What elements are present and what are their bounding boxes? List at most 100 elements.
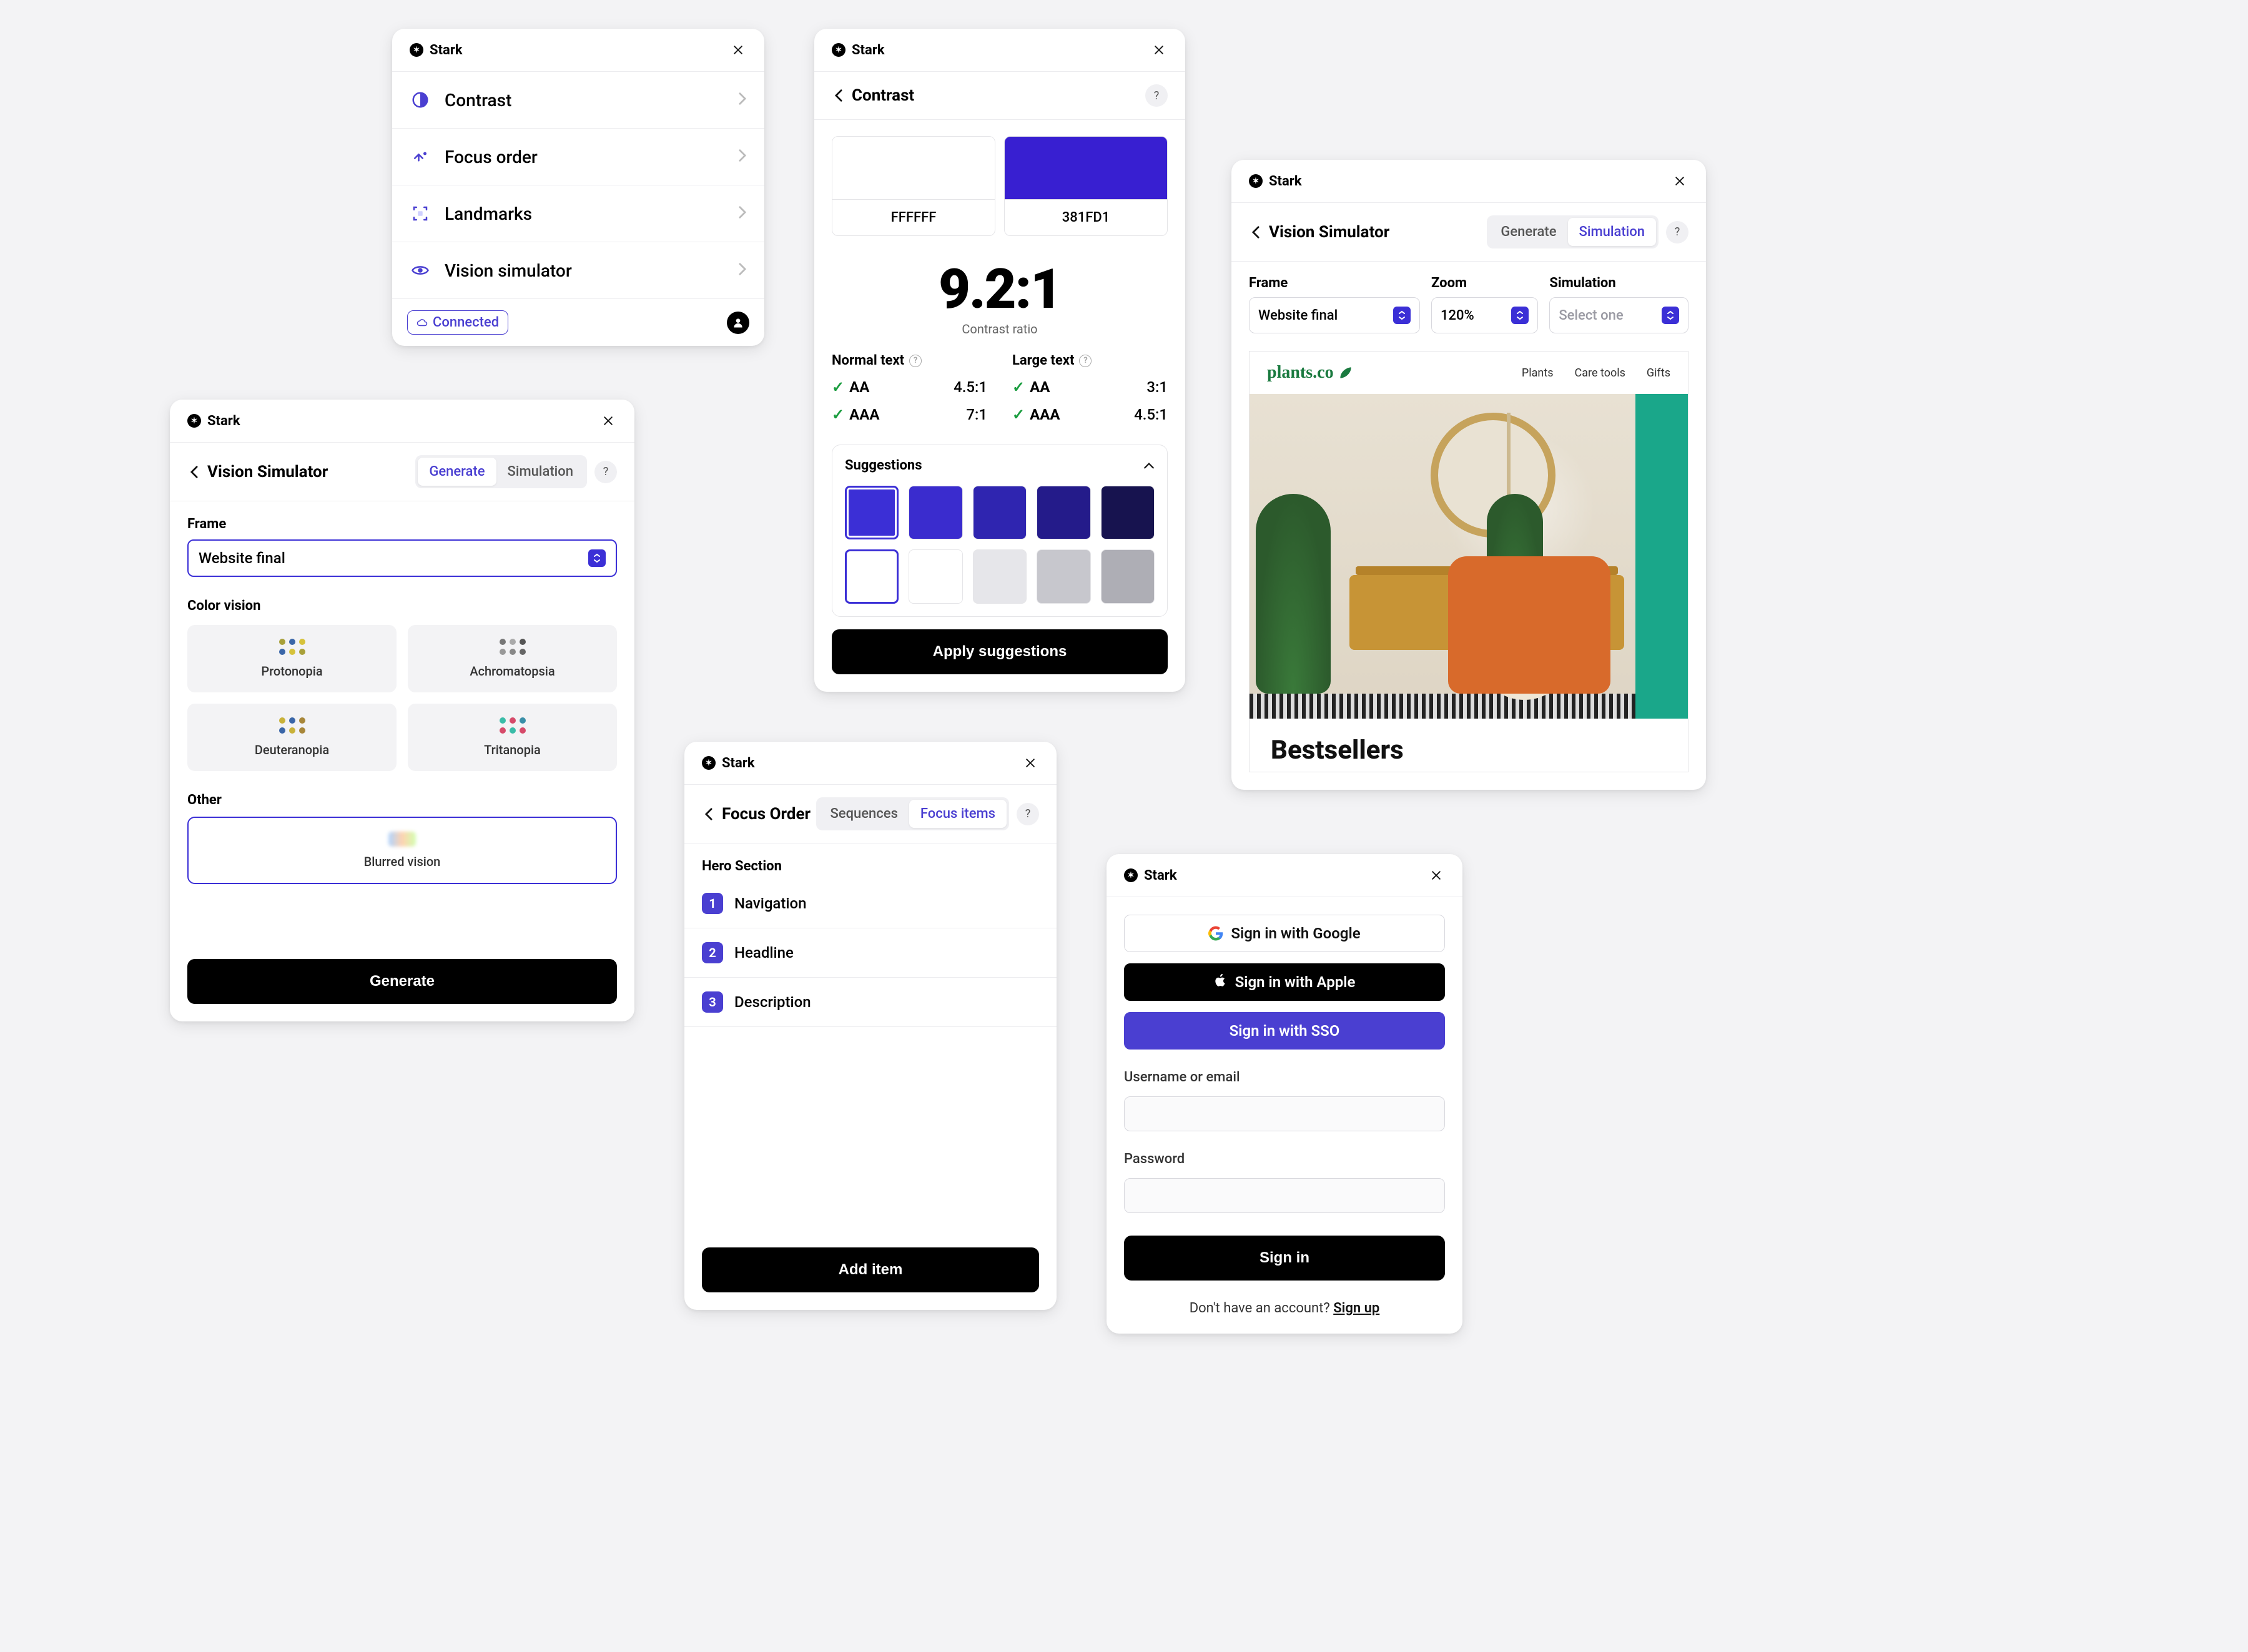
chevron-right-icon [738, 205, 747, 222]
signin-google-button[interactable]: Sign in with Google [1124, 915, 1445, 952]
focus-item-number: 2 [702, 942, 723, 963]
help-button[interactable]: ? [1145, 84, 1168, 107]
frame-select[interactable]: Website final [187, 539, 617, 577]
preview-nav-link[interactable]: Gifts [1647, 366, 1670, 380]
color-vision-option[interactable]: Tritanopia [408, 704, 617, 771]
background-swatch-hex: 381FD1 [1005, 199, 1167, 235]
tab-generate[interactable]: Generate [1489, 218, 1567, 246]
result-level: AA [849, 378, 869, 396]
focus-item-row[interactable]: 1 Navigation [684, 879, 1057, 928]
tab-focus-items[interactable]: Focus items [909, 800, 1007, 828]
focus-item-label: Description [734, 993, 811, 1011]
signin-sso-button[interactable]: Sign in with SSO [1124, 1012, 1445, 1050]
color-vision-label: Color vision [170, 598, 634, 614]
zoom-select[interactable]: 120% [1431, 297, 1538, 333]
suggestion-swatch[interactable] [845, 549, 899, 603]
panel-subheader: Vision Simulator Generate Simulation ? [170, 443, 634, 501]
result-row: ✓AAA 7:1 [832, 406, 987, 423]
help-icon[interactable]: ? [909, 355, 922, 367]
signin-button[interactable]: Sign in [1124, 1236, 1445, 1281]
close-icon [602, 415, 614, 427]
back-button[interactable] [1249, 225, 1263, 239]
stark-logo-icon: ✶ [832, 43, 845, 57]
stark-vision-result-panel: ✶ Stark Vision Simulator Generate Simula… [1231, 160, 1706, 790]
suggestion-swatch[interactable] [973, 486, 1027, 539]
result-level: AA [1030, 378, 1050, 396]
password-input[interactable] [1124, 1178, 1445, 1213]
suggestion-swatch[interactable] [845, 486, 899, 539]
suggestion-swatch[interactable] [973, 549, 1027, 603]
color-vision-option-label: Achromatopsia [470, 664, 555, 679]
other-label: Other [170, 792, 634, 808]
color-vision-option[interactable]: Protonopia [187, 625, 397, 692]
suggestions-header[interactable]: Suggestions [845, 458, 1155, 473]
account-avatar[interactable] [727, 312, 749, 334]
app-name: Stark [207, 413, 240, 429]
normal-text-column: Normal text? ✓AA 4.5:1 ✓AAA 7:1 [832, 353, 987, 423]
foreground-swatch[interactable]: FFFFFF [832, 136, 995, 236]
contrast-circle-icon [410, 89, 431, 111]
color-vision-option[interactable]: Deuteranopia [187, 704, 397, 771]
background-swatch[interactable]: 381FD1 [1004, 136, 1168, 236]
username-input[interactable] [1124, 1096, 1445, 1131]
preview-nav-link[interactable]: Plants [1522, 366, 1554, 380]
preview-nav-link[interactable]: Care tools [1575, 366, 1625, 380]
check-icon: ✓ [832, 378, 844, 396]
close-button[interactable] [599, 412, 617, 430]
suggestion-swatch[interactable] [1037, 549, 1090, 603]
check-icon: ✓ [1012, 378, 1025, 396]
simulation-select[interactable]: Select one [1549, 297, 1688, 333]
swatch-row: FFFFFF 381FD1 [814, 120, 1185, 236]
focus-item-row[interactable]: 2 Headline [684, 928, 1057, 978]
stark-signin-panel: ✶ Stark Sign in with Google Sign in with… [1107, 854, 1462, 1334]
suggestion-swatch[interactable] [1101, 486, 1155, 539]
blurred-vision-label: Blurred vision [364, 854, 441, 869]
menu-item-focus-order[interactable]: Focus order [392, 129, 764, 185]
add-item-button[interactable]: Add item [702, 1247, 1039, 1292]
menu-item-contrast[interactable]: Contrast [392, 72, 764, 129]
apply-suggestions-button[interactable]: Apply suggestions [832, 629, 1168, 674]
suggestion-swatch[interactable] [909, 486, 962, 539]
tab-sequences[interactable]: Sequences [819, 800, 909, 828]
help-button[interactable]: ? [1017, 803, 1039, 825]
suggestion-swatch[interactable] [1101, 549, 1155, 603]
generate-button[interactable]: Generate [187, 959, 617, 1004]
tab-simulation[interactable]: Simulation [1568, 218, 1656, 246]
stark-brand: ✶ Stark [832, 42, 885, 58]
help-icon[interactable]: ? [1079, 355, 1092, 367]
close-button[interactable] [729, 41, 747, 59]
menu-item-vision-simulator[interactable]: Vision simulator [392, 242, 764, 299]
close-icon [1153, 44, 1165, 56]
cloud-icon [417, 317, 428, 328]
back-button[interactable] [702, 807, 716, 821]
tab-simulation[interactable]: Simulation [496, 458, 584, 486]
help-button[interactable]: ? [594, 461, 617, 483]
color-vision-option[interactable]: Achromatopsia [408, 625, 617, 692]
tab-generate[interactable]: Generate [418, 458, 496, 486]
panel-subheader: Focus Order Sequences Focus items ? [684, 785, 1057, 843]
focus-item-row[interactable]: 3 Description [684, 978, 1057, 1027]
result-ratio: 4.5:1 [954, 378, 987, 396]
focus-section-title: Hero Section [684, 843, 1057, 879]
stark-logo-icon: ✶ [1124, 868, 1138, 882]
back-button[interactable] [187, 465, 201, 479]
menu-item-landmarks[interactable]: Landmarks [392, 185, 764, 242]
signin-apple-button[interactable]: Sign in with Apple [1124, 963, 1445, 1001]
close-button[interactable] [1022, 754, 1039, 772]
close-button[interactable] [1671, 172, 1688, 190]
signup-link[interactable]: Sign up [1333, 1300, 1379, 1316]
suggestion-swatch[interactable] [1037, 486, 1090, 539]
preview-nav-links: Plants Care tools Gifts [1522, 366, 1670, 380]
leaf-icon [1338, 365, 1354, 381]
blurred-vision-card[interactable]: Blurred vision [187, 817, 617, 884]
close-button[interactable] [1427, 867, 1445, 884]
tabs: Generate Simulation [1487, 215, 1659, 248]
suggestion-swatch[interactable] [909, 549, 962, 603]
frame-select[interactable]: Website final [1249, 297, 1420, 333]
result-level: AAA [849, 406, 879, 423]
frame-label: Frame [170, 516, 634, 532]
back-button[interactable] [832, 89, 845, 102]
signin-form: Sign in with Google Sign in with Apple S… [1107, 897, 1462, 1334]
close-button[interactable] [1150, 41, 1168, 59]
help-button[interactable]: ? [1666, 221, 1688, 243]
